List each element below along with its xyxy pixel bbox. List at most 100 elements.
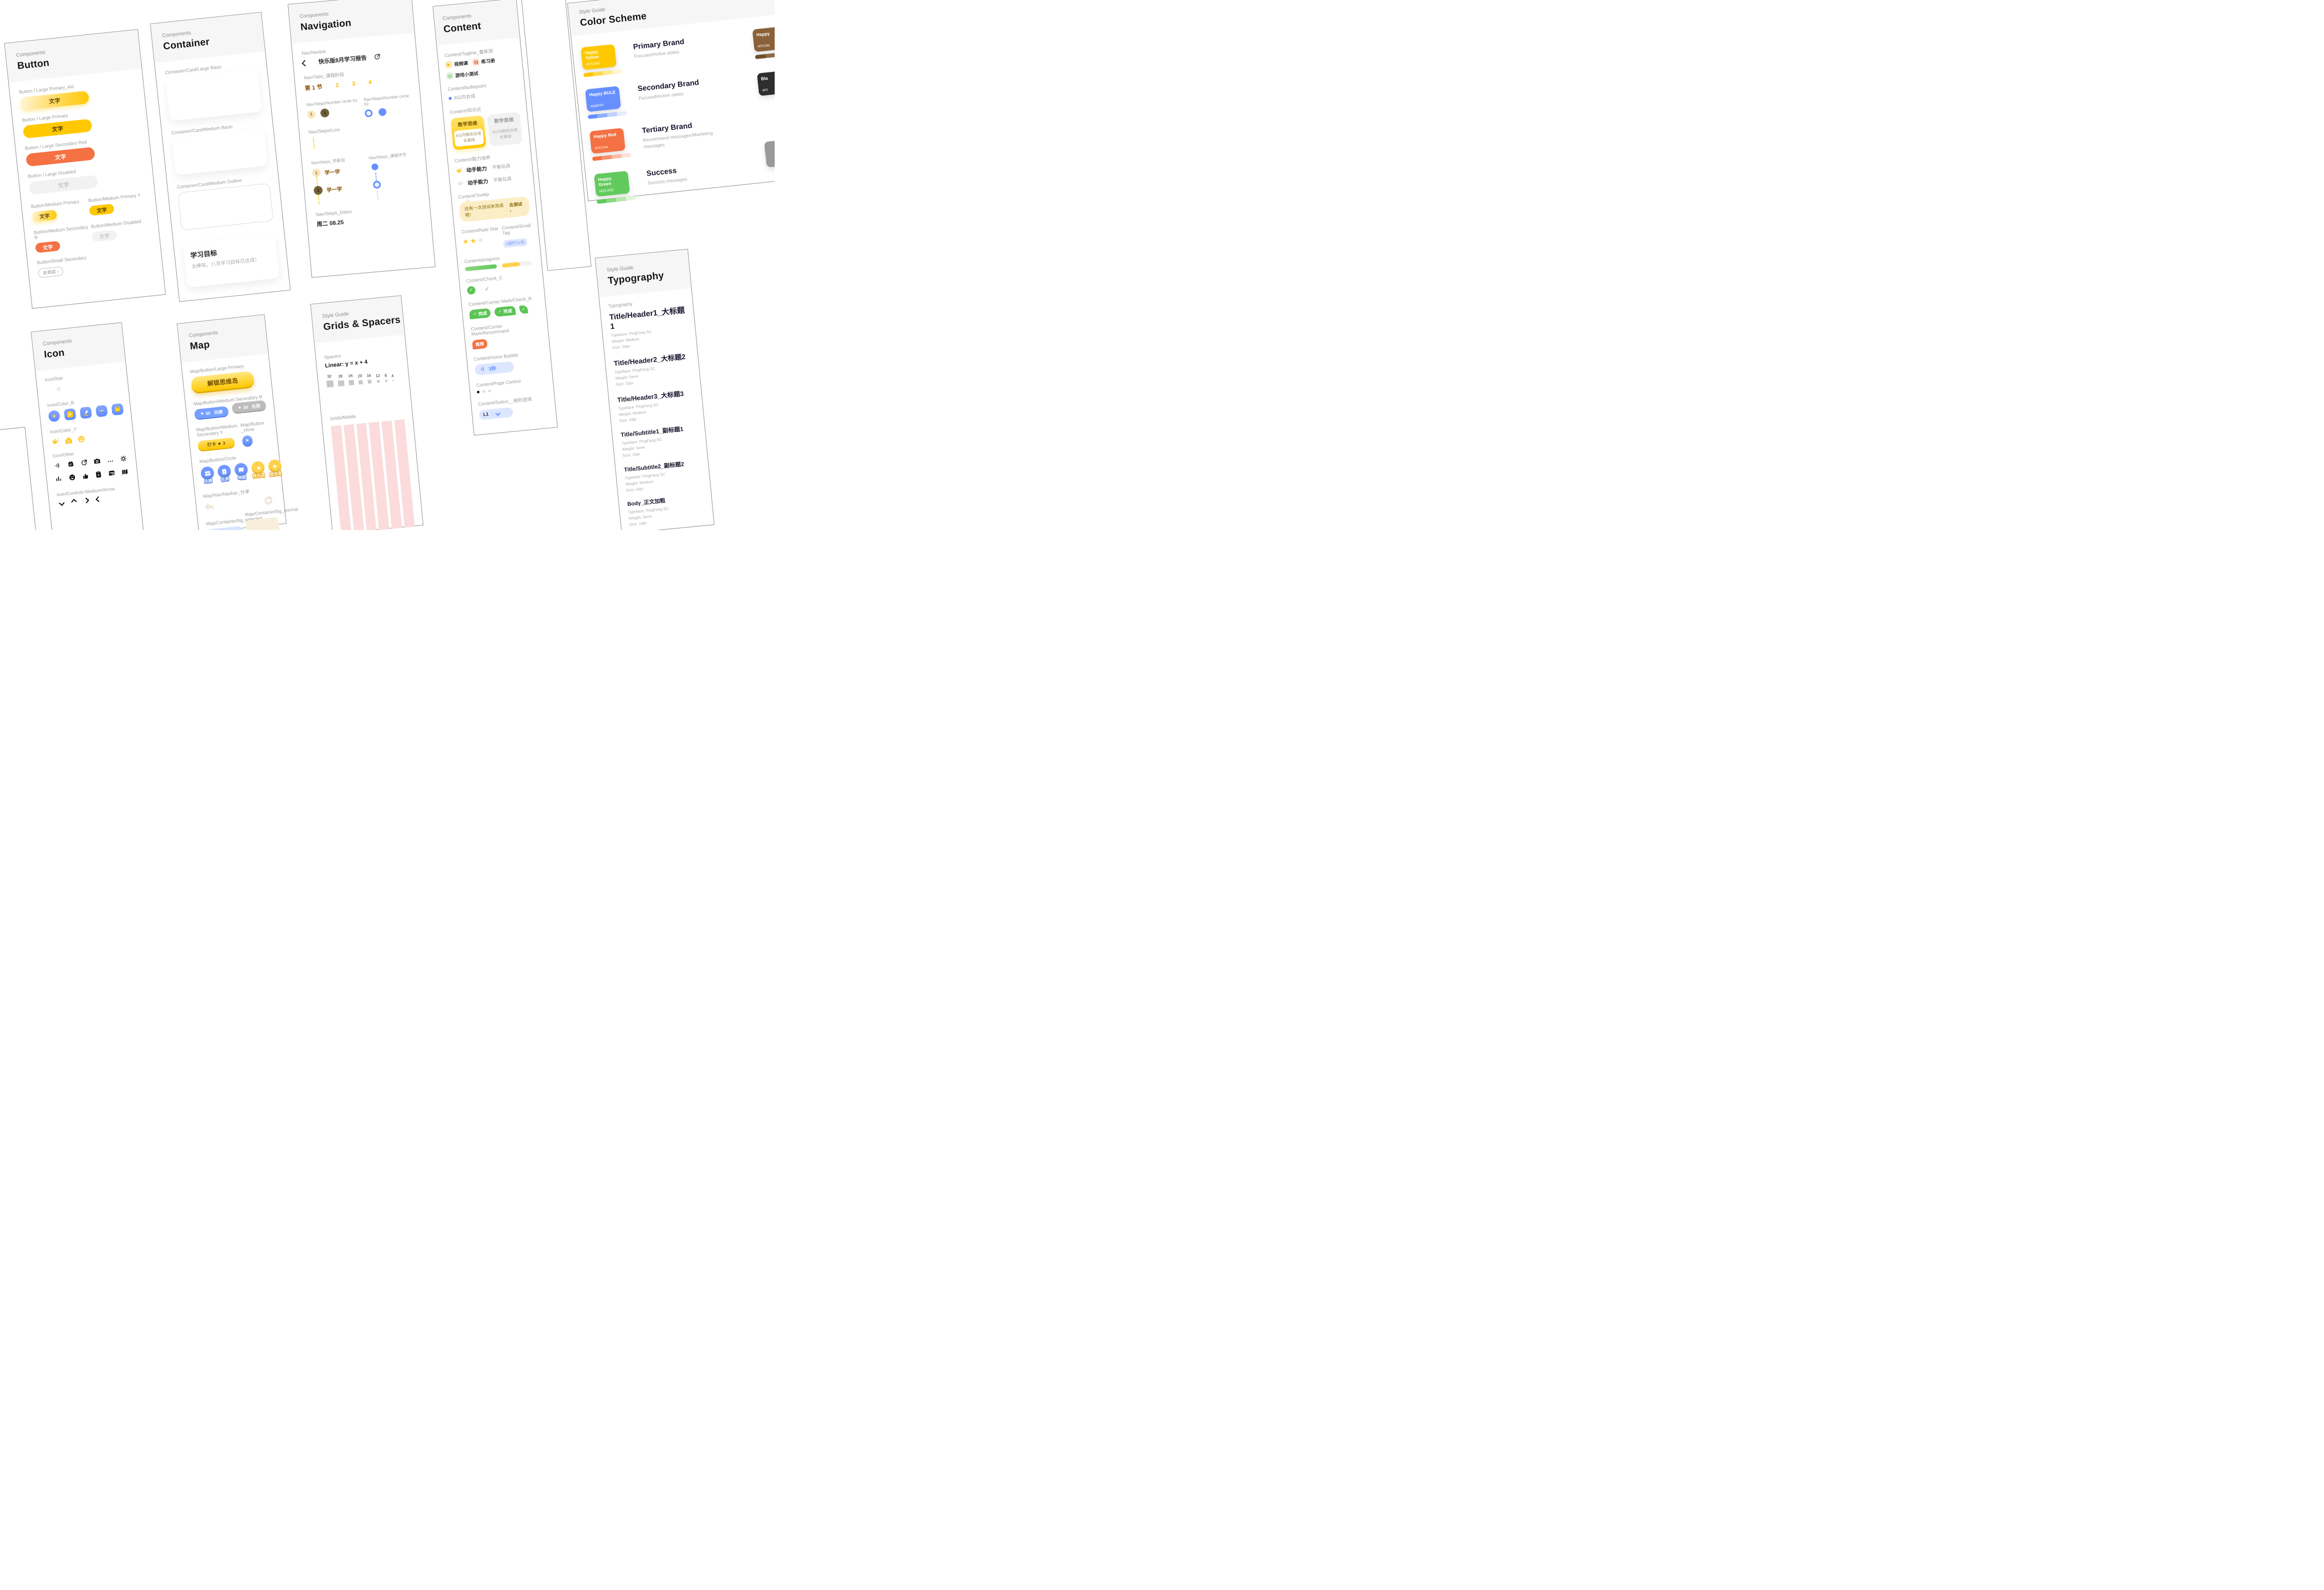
small-tag[interactable]: #图形认知: [503, 237, 528, 248]
rating-stars[interactable]: ★★★: [462, 235, 485, 245]
voice-duration: 3秒: [488, 366, 497, 372]
ability-row-active: 动手能力 平衡玩具: [455, 160, 526, 175]
play-icon: [445, 61, 453, 69]
small-tag-label: Content/Small Tag: [501, 222, 531, 236]
button-medium-disabled[interactable]: 文字: [91, 230, 118, 242]
tooltip-action[interactable]: 去测试 ›: [509, 201, 522, 213]
button-small-secondary[interactable]: 去测试 ›: [38, 266, 64, 278]
close-button[interactable]: ×: [241, 434, 253, 447]
smiley-icon: [68, 472, 76, 481]
calendar-icon: [66, 460, 74, 468]
dotted-line: [312, 137, 315, 149]
map-med-y-label: Map/Button/Medium Secondary Y: [196, 423, 238, 438]
container-card-outline[interactable]: [177, 183, 274, 231]
step-circle-cream: 1: [307, 109, 316, 119]
swatch-happy-yellow[interactable]: Happy Yellow #FFC800: [580, 44, 617, 70]
map-circle-happy-island[interactable]: 快乐岛: [250, 460, 266, 480]
share-icon: [80, 458, 88, 467]
voice-bubble[interactable]: 3秒: [474, 361, 514, 375]
knowledge-card-active[interactable]: 数学思维 8以内数的合成 长直线: [451, 115, 486, 150]
button-medium-primary-y[interactable]: 文字: [89, 203, 115, 216]
chevron-down-icon: [59, 500, 65, 506]
container-card-large[interactable]: [165, 68, 263, 121]
hands-icon: [456, 167, 462, 173]
bullet-dot: [448, 96, 452, 100]
map-circle-grow-island[interactable]: 成长岛: [267, 459, 283, 478]
hands-icon: [52, 438, 59, 444]
spacer-squares: 32 28 24 20 16 12 8 4: [326, 367, 401, 388]
map-circle-map[interactable]: 地图: [234, 462, 249, 481]
steps-circle02-label: Nav/Steps/Number circle 02: [363, 93, 409, 107]
tint-strip-red: [592, 153, 631, 161]
knowledge-card-inactive[interactable]: 数学思维 8以内数的合成 长直线: [486, 111, 523, 147]
panel-navigation: Components Navigation Nav/Navbar 快乐版8月学习…: [288, 0, 436, 278]
map-large-label: Map/Button/Large Primary: [190, 363, 244, 374]
map-button-exchange-gray[interactable]: ★ 30 兑换: [231, 400, 267, 414]
share-icon[interactable]: [373, 53, 381, 60]
tab-3[interactable]: 3: [351, 81, 356, 87]
corner-mark-done-1: ✓ 完成: [469, 308, 491, 319]
camera-icon: [93, 457, 101, 465]
tagline-workbook: 练习册: [472, 57, 495, 66]
corner-check-badge: ✓: [519, 305, 529, 314]
panel-map: Components Map Map/Button/Large Primary …: [177, 314, 298, 530]
tint-strip-blue: [588, 111, 627, 119]
button-medium-secondary-r[interactable]: 文字: [35, 240, 61, 253]
step-circle-olive: 1: [320, 108, 330, 118]
clipboard-star-icon: ★: [94, 470, 102, 479]
button-medium-primary-label: Button/Medium Primary: [31, 199, 80, 210]
bar-chart-icon: [54, 474, 63, 483]
svg-text:★: ★: [97, 474, 100, 477]
recommand-label: Content/Corner Mark/Recommand: [471, 323, 510, 337]
recommand-tag: 推荐: [472, 338, 488, 350]
hands-icon-gray: [458, 180, 464, 185]
video-calendar-icon: [111, 403, 124, 416]
step-study-1[interactable]: 学一学: [324, 168, 341, 176]
ability-row-inactive: 动手能力 平衡玩具: [457, 173, 527, 187]
tint-strip-yellow: [583, 69, 623, 78]
step-circle-blue: [378, 108, 387, 117]
button-medium-disabled-label: Button/Medium Disabled: [90, 219, 142, 230]
back-arrow-icon[interactable]: [204, 502, 215, 511]
voice-icon: [53, 461, 62, 469]
container-card-medium[interactable]: [172, 128, 268, 176]
step-study-2[interactable]: 学一学: [326, 186, 343, 194]
ellipsis-icon: …: [106, 456, 114, 464]
star-badge-icon: ★: [48, 410, 61, 423]
map-button-checkin[interactable]: 打卡 ★ 3: [197, 437, 235, 452]
tab-4[interactable]: 4: [368, 79, 372, 86]
tooltip-text: 还有一次测试未完成哦！: [464, 202, 504, 218]
tab-current[interactable]: 第 1 节: [304, 84, 323, 92]
tagline-quiz: 游戏小测试: [446, 70, 479, 80]
panel-grids: Style Guide Grids & Spacers Spacers Line…: [310, 295, 424, 530]
button-medium-primary[interactable]: 文字: [31, 210, 58, 222]
voice-icon: [480, 367, 484, 371]
grids-mobile-label: Grids/Mobile: [330, 413, 357, 422]
swatch-happy-red[interactable]: Happy Red #F47144: [589, 127, 626, 154]
map-bg-normal-label: Map/Container/bg_normal: [245, 506, 298, 518]
progress-bar-green: [464, 263, 497, 271]
book-icon: [472, 58, 480, 66]
smiley-icon: [78, 435, 85, 442]
map-bg-selected: [207, 525, 245, 530]
container-card-goal[interactable]: 学习目标 太棒啦，八月学习目标已达成！: [183, 234, 280, 288]
map-circle-exchange[interactable]: 兑换: [200, 466, 215, 485]
swatch-happy-brown-cut[interactable]: Happy #FFC80: [752, 26, 775, 52]
type-body: Body_正文: [630, 527, 707, 530]
map-circle-tasks[interactable]: ★ 任务: [217, 464, 232, 483]
navbar: 快乐版8月学习报告: [302, 51, 394, 67]
refresh-icon[interactable]: [264, 495, 273, 505]
panel-icon: Components Icon Icon/Star ★ Icon/Color_B…: [31, 322, 144, 530]
dotted-line: [317, 195, 320, 204]
swatch-black-cut[interactable]: Bla #FF: [757, 70, 775, 96]
chevron-down-icon: [495, 410, 500, 416]
level-select[interactable]: L1 |: [478, 407, 514, 420]
map-button-large-primary[interactable]: 解锁思维岛: [191, 370, 255, 394]
step-circle-ring: [364, 109, 373, 118]
swatch-happy-blue[interactable]: Happy BULE #668FFF: [585, 86, 622, 112]
select-value: L1: [483, 411, 489, 418]
swatch-happy-green[interactable]: Happy Green #62CA5D: [594, 171, 630, 197]
rate-star-label: Content/Rate Star: [461, 225, 499, 235]
back-chevron-icon[interactable]: [302, 60, 308, 66]
tab-2[interactable]: 2: [335, 82, 340, 89]
